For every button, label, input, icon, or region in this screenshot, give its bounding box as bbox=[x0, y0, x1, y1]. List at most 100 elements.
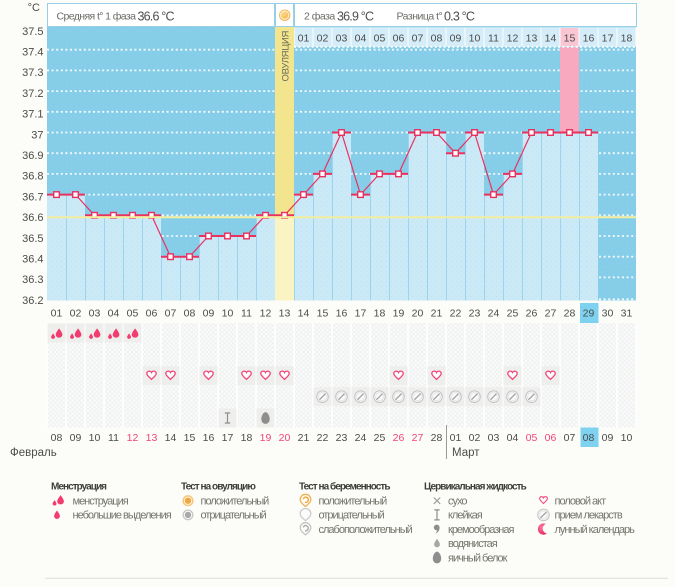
svg-text:слабоположительный: слабоположительный bbox=[319, 524, 413, 536]
svg-text:36.2: 36.2 bbox=[22, 295, 43, 307]
svg-text:06: 06 bbox=[545, 432, 557, 444]
svg-text:Тест на беременность: Тест на беременность bbox=[299, 481, 390, 493]
svg-text:04: 04 bbox=[507, 432, 519, 444]
svg-text:21: 21 bbox=[298, 432, 310, 444]
svg-text:Тест на овуляцию: Тест на овуляцию bbox=[181, 482, 256, 493]
svg-text:09: 09 bbox=[450, 33, 462, 45]
svg-text:36.6: 36.6 bbox=[22, 212, 43, 224]
svg-text:кремообразная: кремообразная bbox=[448, 524, 514, 536]
svg-text:07: 07 bbox=[165, 308, 177, 320]
svg-text:08: 08 bbox=[184, 308, 196, 320]
svg-text:16: 16 bbox=[336, 308, 348, 320]
svg-text:03: 03 bbox=[89, 308, 101, 320]
svg-text:31: 31 bbox=[621, 308, 633, 320]
svg-text:25: 25 bbox=[507, 308, 519, 320]
svg-text:08: 08 bbox=[431, 33, 443, 45]
svg-text:положительный: положительный bbox=[201, 496, 270, 508]
svg-text:01: 01 bbox=[51, 308, 63, 320]
svg-text:отрицательный: отрицательный bbox=[201, 510, 267, 522]
svg-text:26: 26 bbox=[393, 432, 405, 444]
svg-text:27: 27 bbox=[412, 432, 424, 444]
svg-text:10: 10 bbox=[469, 33, 481, 45]
svg-text:36.5: 36.5 bbox=[22, 233, 43, 245]
svg-text:08: 08 bbox=[583, 432, 595, 444]
svg-text:02: 02 bbox=[317, 33, 329, 45]
svg-text:24: 24 bbox=[488, 308, 500, 320]
svg-text:01: 01 bbox=[450, 432, 462, 444]
svg-text:09: 09 bbox=[70, 432, 82, 444]
svg-text:половой акт: половой акт bbox=[555, 496, 607, 508]
svg-text:16: 16 bbox=[583, 33, 595, 45]
svg-text:10: 10 bbox=[621, 432, 633, 444]
svg-text:04: 04 bbox=[355, 33, 367, 45]
svg-text:28: 28 bbox=[564, 308, 576, 320]
svg-text:сухо: сухо bbox=[448, 496, 467, 508]
svg-text:03: 03 bbox=[336, 33, 348, 45]
svg-text:30: 30 bbox=[602, 308, 614, 320]
svg-text:07: 07 bbox=[412, 33, 424, 45]
svg-text:01: 01 bbox=[298, 33, 310, 45]
svg-text:36.4: 36.4 bbox=[22, 254, 43, 266]
svg-text:14: 14 bbox=[165, 432, 177, 444]
svg-text:02: 02 bbox=[469, 432, 481, 444]
svg-text:Менструация: Менструация bbox=[51, 482, 107, 493]
svg-text:29: 29 bbox=[583, 308, 595, 320]
svg-text:°C: °C bbox=[28, 2, 40, 14]
svg-text:36.9: 36.9 bbox=[22, 150, 43, 162]
svg-text:12: 12 bbox=[127, 432, 139, 444]
svg-text:36.9 °C: 36.9 °C bbox=[337, 10, 374, 24]
svg-text:11: 11 bbox=[488, 33, 499, 45]
svg-text:0.3 °C: 0.3 °C bbox=[444, 10, 475, 24]
svg-text:18: 18 bbox=[241, 432, 253, 444]
svg-text:19: 19 bbox=[260, 432, 272, 444]
svg-text:10: 10 bbox=[222, 308, 234, 320]
svg-text:23: 23 bbox=[336, 432, 348, 444]
svg-text:05: 05 bbox=[374, 33, 386, 45]
svg-text:37.5: 37.5 bbox=[22, 26, 43, 38]
svg-text:09: 09 bbox=[203, 308, 215, 320]
svg-text:15: 15 bbox=[317, 308, 329, 320]
svg-text:37.4: 37.4 bbox=[22, 47, 43, 59]
svg-text:Средняя t° 1 фаза: Средняя t° 1 фаза bbox=[57, 11, 137, 23]
svg-text:05: 05 bbox=[526, 432, 538, 444]
svg-text:10: 10 bbox=[89, 432, 101, 444]
svg-text:06: 06 bbox=[146, 308, 158, 320]
svg-text:15: 15 bbox=[184, 432, 196, 444]
svg-text:яичный белок: яичный белок bbox=[448, 552, 508, 564]
svg-text:36.7: 36.7 bbox=[22, 191, 43, 203]
svg-text:13: 13 bbox=[279, 308, 291, 320]
svg-text:отрицательный: отрицательный bbox=[319, 510, 385, 522]
svg-text:14: 14 bbox=[545, 33, 557, 45]
svg-text:2 фаза: 2 фаза bbox=[304, 11, 335, 23]
svg-text:13: 13 bbox=[526, 33, 538, 45]
svg-text:менструация: менструация bbox=[73, 496, 129, 508]
svg-text:37.3: 37.3 bbox=[22, 67, 43, 79]
svg-text:17: 17 bbox=[222, 432, 234, 444]
svg-text:Разница t°: Разница t° bbox=[397, 11, 443, 23]
svg-text:03: 03 bbox=[488, 432, 500, 444]
svg-text:37.1: 37.1 bbox=[22, 109, 43, 121]
svg-text:05: 05 bbox=[127, 308, 139, 320]
svg-text:Март: Март bbox=[452, 447, 480, 459]
svg-text:клейкая: клейкая bbox=[448, 510, 483, 522]
svg-text:37: 37 bbox=[31, 129, 43, 141]
svg-text:08: 08 bbox=[51, 432, 63, 444]
svg-text:водянистая: водянистая bbox=[448, 538, 498, 550]
svg-text:11: 11 bbox=[108, 432, 119, 444]
svg-text:36.3: 36.3 bbox=[22, 274, 43, 286]
svg-text:20: 20 bbox=[412, 308, 424, 320]
svg-text:24: 24 bbox=[355, 432, 367, 444]
svg-text:37.2: 37.2 bbox=[22, 88, 43, 100]
svg-text:положительный: положительный bbox=[319, 496, 388, 508]
svg-text:09: 09 bbox=[602, 432, 614, 444]
svg-text:22: 22 bbox=[450, 308, 462, 320]
svg-text:27: 27 bbox=[545, 308, 557, 320]
svg-text:23: 23 bbox=[469, 308, 481, 320]
svg-text:06: 06 bbox=[393, 33, 405, 45]
svg-text:12: 12 bbox=[507, 33, 519, 45]
svg-text:36.8: 36.8 bbox=[22, 171, 43, 183]
svg-text:12: 12 bbox=[260, 308, 272, 320]
svg-text:15: 15 bbox=[564, 33, 576, 45]
svg-text:25: 25 bbox=[374, 432, 386, 444]
svg-text:36.6 °C: 36.6 °C bbox=[138, 10, 175, 24]
